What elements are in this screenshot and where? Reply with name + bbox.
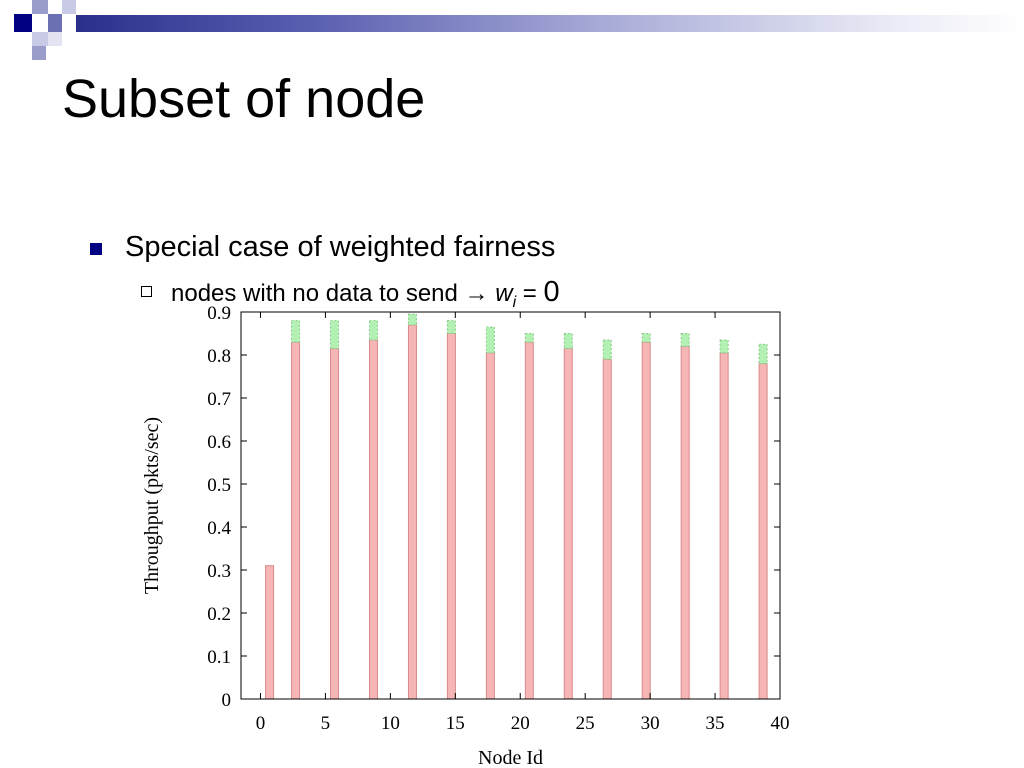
x-tick-label: 25 (576, 713, 595, 734)
x-axis-label: Node Id (478, 747, 543, 768)
hollow-square-bullet-icon (141, 286, 152, 297)
weight-variable: w (495, 280, 513, 307)
bar-secondary (680, 333, 690, 347)
bar-secondary (485, 326, 495, 354)
x-tick-label: 5 (321, 713, 331, 734)
y-tick-label: 0.8 (207, 346, 231, 367)
plot-frame (240, 311, 781, 700)
x-tick-label: 15 (446, 713, 465, 734)
slide-title: Subset of node (62, 69, 426, 129)
bullet-level1-text: Special case of weighted fairness (125, 231, 556, 263)
bar-secondary (330, 320, 340, 350)
bar-secondary (407, 313, 417, 326)
bar-secondary (641, 333, 651, 343)
weight-subscript: i (512, 293, 517, 311)
bar-primary (641, 341, 651, 700)
header-banner (76, 15, 1024, 32)
bar-secondary (446, 320, 456, 335)
square-bullet-icon (90, 243, 102, 255)
bar-secondary (719, 339, 729, 354)
bar-primary (719, 352, 729, 700)
bar-primary (680, 345, 690, 700)
y-tick-label: 0.2 (207, 604, 231, 625)
bar-primary (602, 358, 612, 700)
y-tick-label: 0.6 (207, 432, 231, 453)
y-tick-label: 0.3 (207, 561, 231, 582)
x-tick-label: 10 (381, 713, 400, 734)
y-tick-label: 0.7 (207, 389, 231, 410)
bar-primary (330, 348, 340, 700)
bar-secondary (563, 333, 573, 350)
bar-secondary (291, 320, 301, 343)
x-tick-label: 35 (706, 713, 725, 734)
y-tick-label: 0.5 (207, 475, 231, 496)
x-tick-label: 20 (511, 713, 530, 734)
bullet-level2-prefix: nodes with no data to send → (171, 280, 496, 307)
bar-primary (407, 324, 417, 700)
x-tick-label: 40 (771, 713, 790, 734)
x-tick-label: 0 (256, 713, 266, 734)
slide-logo (0, 0, 80, 64)
y-tick-label: 0 (222, 690, 232, 711)
bar-primary (485, 352, 495, 700)
bar-secondary (524, 333, 534, 343)
bar-secondary (758, 343, 768, 365)
bar-primary (758, 363, 768, 700)
y-tick-label: 0.9 (207, 303, 231, 324)
bar-primary (524, 341, 534, 700)
weight-value: 0 (543, 276, 560, 308)
bullet-level2-text: nodes with no data to send → wi = 0 (171, 276, 560, 312)
bar-secondary (602, 339, 612, 360)
y-axis-label: Throughput (pkts/sec) (141, 417, 163, 594)
y-tick-label: 0.4 (207, 518, 231, 539)
y-tick-label: 0.1 (207, 647, 231, 668)
bar-primary (368, 339, 378, 700)
bar-primary (446, 333, 456, 700)
bar-primary (265, 565, 275, 700)
x-tick-label: 30 (641, 713, 660, 734)
bar-primary (291, 341, 301, 700)
equals-sign: = (516, 280, 544, 307)
bar-secondary (368, 320, 378, 341)
bar-primary (563, 348, 573, 700)
